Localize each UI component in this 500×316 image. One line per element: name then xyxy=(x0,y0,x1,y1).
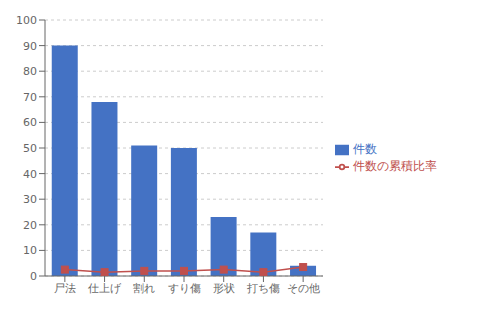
svg-text:打ち傷: 打ち傷 xyxy=(246,282,280,295)
svg-text:10: 10 xyxy=(23,244,37,257)
svg-text:60: 60 xyxy=(23,116,37,129)
svg-text:その他: その他 xyxy=(287,282,320,295)
svg-text:形状: 形状 xyxy=(213,282,235,295)
svg-text:100: 100 xyxy=(16,14,37,27)
svg-text:割れ: 割れ xyxy=(133,282,155,295)
svg-text:30: 30 xyxy=(23,193,37,206)
html-text:件数: 件数 xyxy=(353,142,377,156)
svg-text:0: 0 xyxy=(30,270,37,283)
svg-text:80: 80 xyxy=(23,65,37,78)
svg-text:すり傷: すり傷 xyxy=(168,282,201,295)
svg-text:50: 50 xyxy=(23,142,37,155)
svg-text:20: 20 xyxy=(23,219,37,232)
svg-text:尸法: 尸法 xyxy=(54,282,76,295)
svg-text:仕上げ: 仕上げ xyxy=(88,282,122,295)
svg-text:90: 90 xyxy=(23,40,37,53)
svg-text:70: 70 xyxy=(23,91,37,104)
svg-text:40: 40 xyxy=(23,168,37,181)
html-text:件数の累積比率: 件数の累積比率 xyxy=(353,159,437,173)
